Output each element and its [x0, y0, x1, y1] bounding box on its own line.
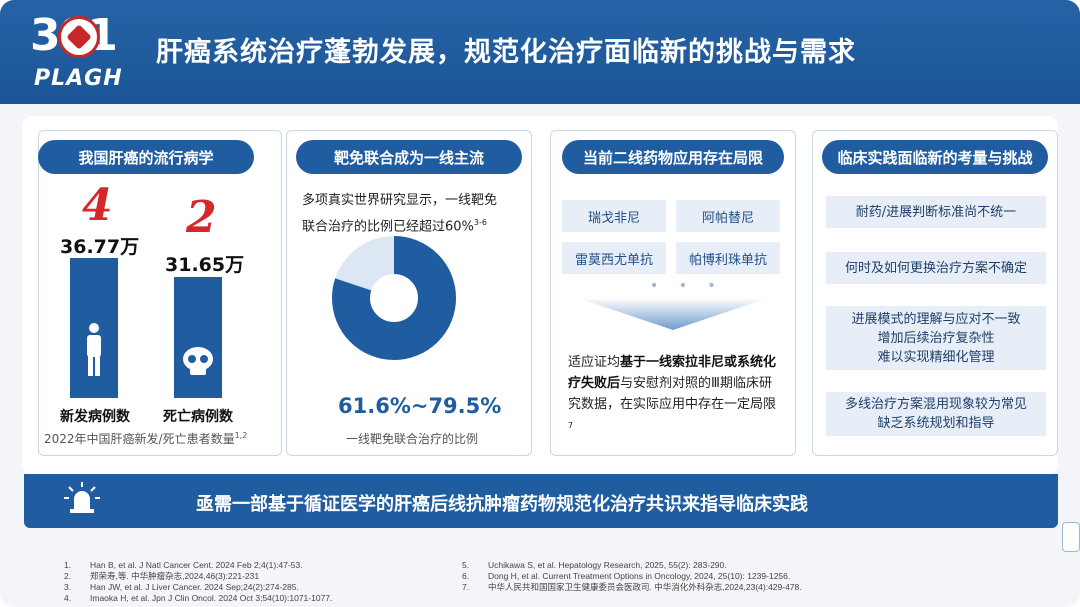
- card-second-line: [550, 130, 796, 456]
- reference-item: 4. Imaoka H, et al. Jpn J Clin Oncol. 202…: [64, 593, 333, 603]
- first-line-caption: 一线靶免联合治疗的比例: [346, 432, 479, 446]
- conclusion-banner: [24, 474, 1058, 528]
- value-new: 36.77万: [60, 236, 140, 258]
- label-death-cases: 死亡病例数: [163, 409, 233, 425]
- bar-death-cases: [174, 277, 222, 398]
- card-first-line: [286, 130, 532, 456]
- references-right: 5. Uchikawa S, et al. Hepatology Research…: [462, 560, 802, 593]
- donut-chart: [332, 236, 456, 360]
- card-clinical-challenges-title: 临床实践面临新的考量与挑战: [822, 140, 1048, 174]
- side-scroll-tab[interactable]: [1062, 522, 1080, 552]
- drug-item: 雷莫西尤单抗: [562, 242, 666, 274]
- logo-emblem-icon: [58, 16, 100, 58]
- label-new-cases: 新发病例数: [60, 409, 130, 425]
- ellipsis-dots: • • •: [650, 278, 724, 294]
- challenge-item: 耐药/进展判断标准尚不统一: [826, 196, 1046, 228]
- logo: 301 PLAGH: [30, 10, 130, 98]
- drug-item: 帕博利珠单抗: [676, 242, 780, 274]
- reference-item: 1. Han B, et al. J Natl Cancer Cent. 2024…: [64, 560, 303, 570]
- challenge-item: 何时及如何更换治疗方案不确定: [826, 252, 1046, 284]
- logo-text: PLAGH: [34, 66, 123, 91]
- epidemiology-note: 2022年中国肝癌新发/死亡患者数量1,2: [44, 431, 248, 446]
- person-icon: [87, 323, 101, 376]
- page-title: 肝癌系统治疗蓬勃发展，规范化治疗面临新的挑战与需求: [156, 37, 856, 68]
- rank-death-number: 2: [186, 192, 217, 243]
- drug-item: 瑞戈非尼: [562, 200, 666, 232]
- skull-icon: [183, 347, 213, 375]
- value-death: 31.65万: [165, 254, 245, 276]
- header-bar: [0, 0, 1080, 104]
- challenge-item: 进展模式的理解与应对不一致 增加后续治疗复杂性 难以实现精细化管理: [826, 306, 1046, 370]
- first-line-description: 多项真实世界研究显示，一线靶免 联合治疗的比例已经超过60%3-6: [302, 193, 498, 235]
- donut-arc: [332, 236, 456, 360]
- alarm-light-icon: [64, 482, 100, 513]
- first-line-percent: 61.6%~79.5%: [338, 394, 502, 418]
- second-line-description: 适应证均基于一线索拉非尼或系统化疗失败后与安慰剂对照的Ⅲ期临床研究数据，在实际应…: [568, 355, 777, 430]
- drug-item: 阿帕替尼: [676, 200, 780, 232]
- challenge-item: 多线治疗方案混用现象较为常见 缺乏系统规划和指导: [826, 392, 1046, 436]
- reference-item: 6. Dong H, et al. Current Treatment Optio…: [462, 571, 791, 581]
- card-second-line-title: 当前二线药物应用存在局限: [562, 140, 784, 174]
- rank-new-number: 4: [82, 180, 113, 231]
- conclusion-text: 亟需一部基于循证医学的肝癌后线抗肿瘤药物规范化治疗共识来指导临床实践: [196, 494, 808, 515]
- reference-item: 3. Han JW, et al. J Liver Cancer. 2024 Se…: [64, 582, 299, 592]
- reference-item: 5. Uchikawa S, et al. Hepatology Research…: [462, 560, 727, 570]
- card-epidemiology-title: 我国肝癌的流行病学: [38, 140, 254, 174]
- reference-item: 2. 郑荣寿,等. 中华肿瘤杂志,2024,46(3):221-231: [64, 571, 260, 581]
- card-first-line-title: 靶免联合成为一线主流: [296, 140, 522, 174]
- reference-item: 7. 中华人民共和国国家卫生健康委员会医政司. 中华消化外科杂志,2024,23(…: [462, 582, 802, 592]
- down-arrow-icon: [578, 298, 768, 330]
- references-left: 1. Han B, et al. J Natl Cancer Cent. 2024…: [64, 560, 332, 604]
